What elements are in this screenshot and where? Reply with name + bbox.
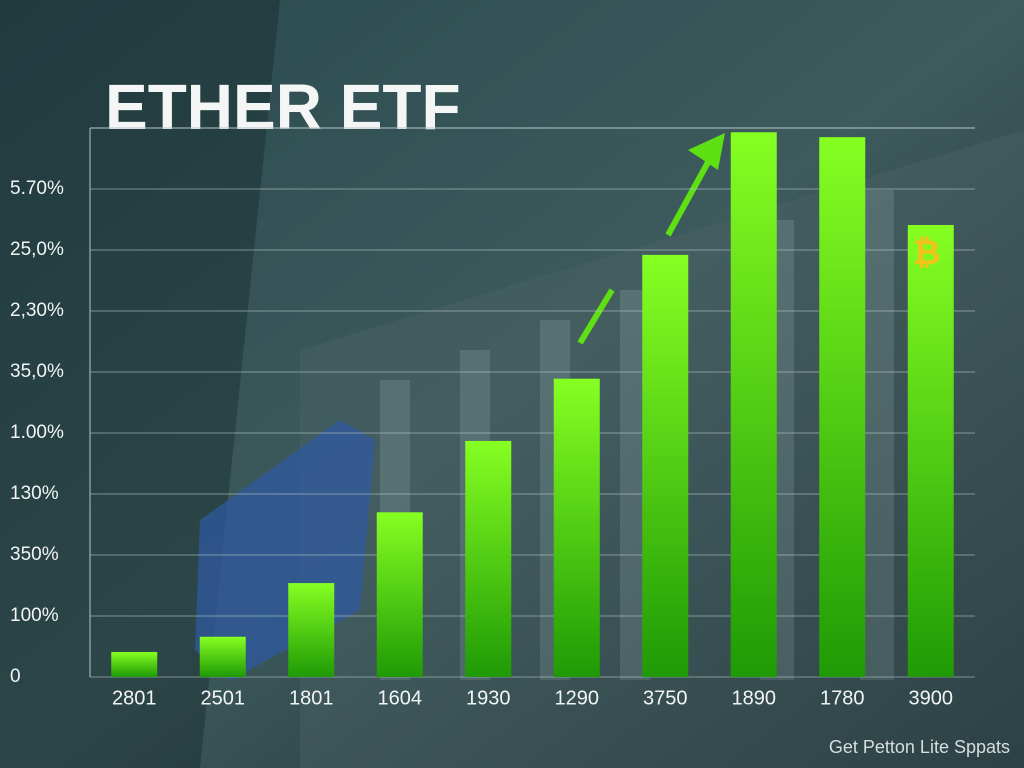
bar — [199, 636, 246, 677]
x-tick-label: 1290 — [555, 687, 600, 709]
arrows — [577, 133, 725, 345]
bar — [730, 132, 777, 677]
y-tick-label: 350% — [10, 544, 59, 565]
x-tick-label: 1801 — [289, 687, 334, 709]
bar — [553, 378, 600, 677]
coin-icon: ₿ — [913, 234, 941, 272]
bar — [465, 440, 512, 677]
chart-title: ETHER ETF — [105, 71, 461, 143]
bar — [907, 224, 954, 678]
y-tick-label: 1.00% — [10, 422, 64, 443]
bar — [111, 651, 158, 677]
plot: 0 100% 350% 130% 1.00% 35,0% 2,30% 25,0% 5.70% 28… — [10, 132, 975, 709]
y-tick-label: 130% — [10, 483, 59, 504]
bar — [376, 512, 423, 677]
x-tick-label: 3750 — [643, 687, 688, 709]
y-tick-label: 2,30% — [10, 300, 64, 321]
bar — [642, 254, 689, 677]
x-tick-label: 2501 — [201, 687, 246, 709]
bar — [288, 583, 335, 677]
x-tick-label: 1604 — [378, 687, 423, 709]
y-tick-label: 35,0% — [10, 361, 64, 382]
y-tick-label: 0 — [10, 666, 21, 687]
bar — [819, 137, 866, 677]
y-tick-label: 100% — [10, 605, 59, 626]
caption: Get Petton Lite Sppats — [829, 737, 1010, 757]
x-tick-label: 1930 — [466, 687, 511, 709]
x-tick-label: 3900 — [909, 687, 954, 709]
x-tick-label: 2801 — [112, 687, 157, 709]
x-tick-label: 1890 — [732, 687, 777, 709]
y-tick-label: 5.70% — [10, 178, 64, 199]
x-tick-label: 1780 — [820, 687, 865, 709]
y-tick-label: 25,0% — [10, 239, 64, 260]
